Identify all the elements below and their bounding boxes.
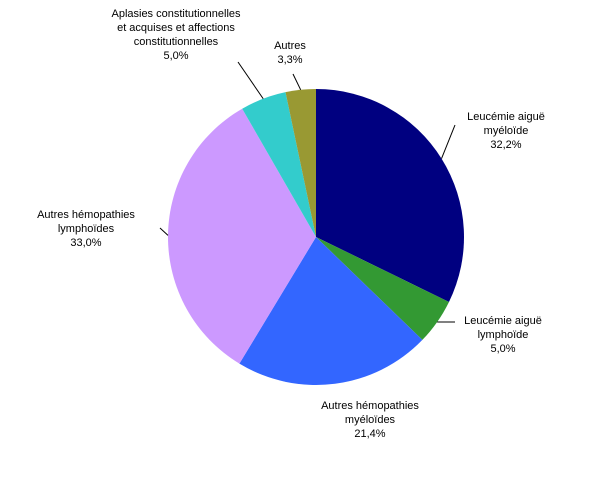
slice-label: Autres hémopathies myéloïdes 21,4% [305,399,435,441]
slice-label: Autres 3,3% [260,39,320,67]
leader-line [441,124,456,159]
pie-slice [316,89,464,302]
category-label: Leucémie aiguë lymphoïde [464,315,542,341]
slice-label: Autres hémopathies lymphoïdes 33,0% [21,208,151,250]
category-label: Leucémie aiguë myéloïde [467,111,545,137]
leader-line [159,227,169,236]
category-label: Autres hémopathies lymphoïdes [37,209,135,235]
leader-line [237,61,264,100]
value-label: 5,0% [490,343,516,355]
value-label: 21,4% [354,428,386,440]
leader-line [292,73,302,91]
pie-slice [285,89,316,237]
pie-slice [239,237,423,385]
category-label: Autres [274,40,306,52]
slice-label: Aplasies constitutionnelles et acquises … [111,7,241,63]
value-label: 32,2% [490,139,522,151]
pie-slice [316,237,449,340]
value-label: 5,0% [163,50,189,62]
value-label: 33,0% [70,237,102,249]
category-label: Autres hémopathies myéloïdes [321,400,419,426]
pie-slice [167,108,316,364]
category-label: Aplasies constitutionnelles et acquises … [111,8,241,48]
pie-slice [242,92,316,237]
slice-label: Leucémie aiguë myéloïde 32,2% [460,110,552,152]
slice-label: Leucémie aiguë lymphoïde 5,0% [457,314,549,356]
value-label: 3,3% [277,54,303,66]
